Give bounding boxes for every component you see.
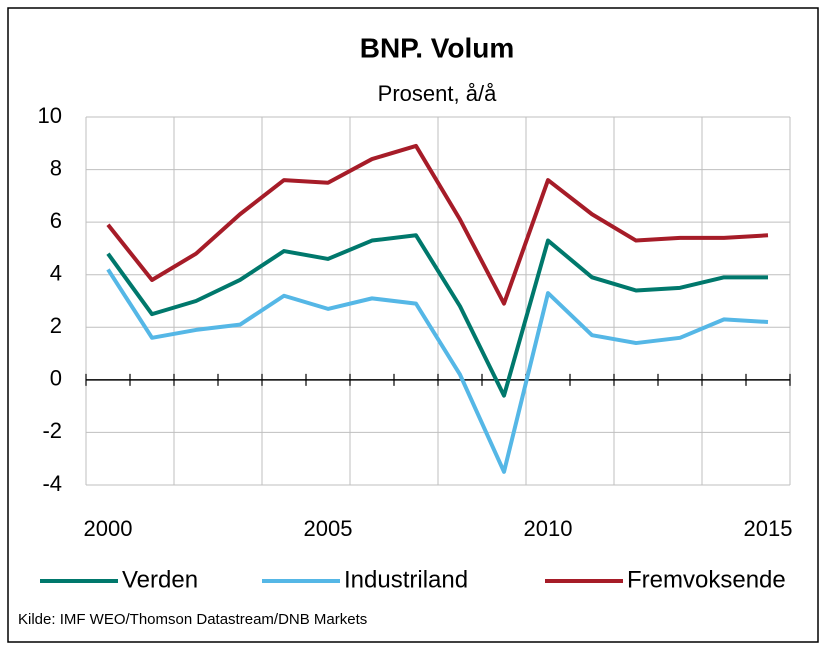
y-tick-label: 2	[50, 313, 62, 338]
y-tick-label: 10	[38, 103, 62, 128]
x-tick-label: 2015	[744, 516, 793, 541]
y-tick-label: 6	[50, 208, 62, 233]
y-tick-label: -4	[42, 471, 62, 496]
line-series	[106, 233, 768, 398]
line-series	[106, 143, 769, 306]
line-series	[106, 268, 769, 474]
y-tick-label: 8	[50, 155, 62, 180]
y-tick-label: -2	[42, 418, 62, 443]
x-tick-label: 2000	[84, 516, 133, 541]
legend-label: Fremvoksende	[627, 566, 786, 593]
y-tick-label: 0	[50, 366, 62, 391]
legend-label: Verden	[122, 566, 198, 593]
chart-subtitle: Prosent, å/å	[378, 81, 497, 106]
x-tick-label: 2005	[304, 516, 353, 541]
legend-label: Industriland	[344, 566, 468, 593]
chart-title: BNP. Volum	[360, 32, 515, 63]
x-tick-label: 2010	[524, 516, 573, 541]
y-tick-label: 4	[50, 261, 62, 286]
source: Kilde: IMF WEO/Thomson Datastream/DNB Ma…	[18, 611, 367, 628]
